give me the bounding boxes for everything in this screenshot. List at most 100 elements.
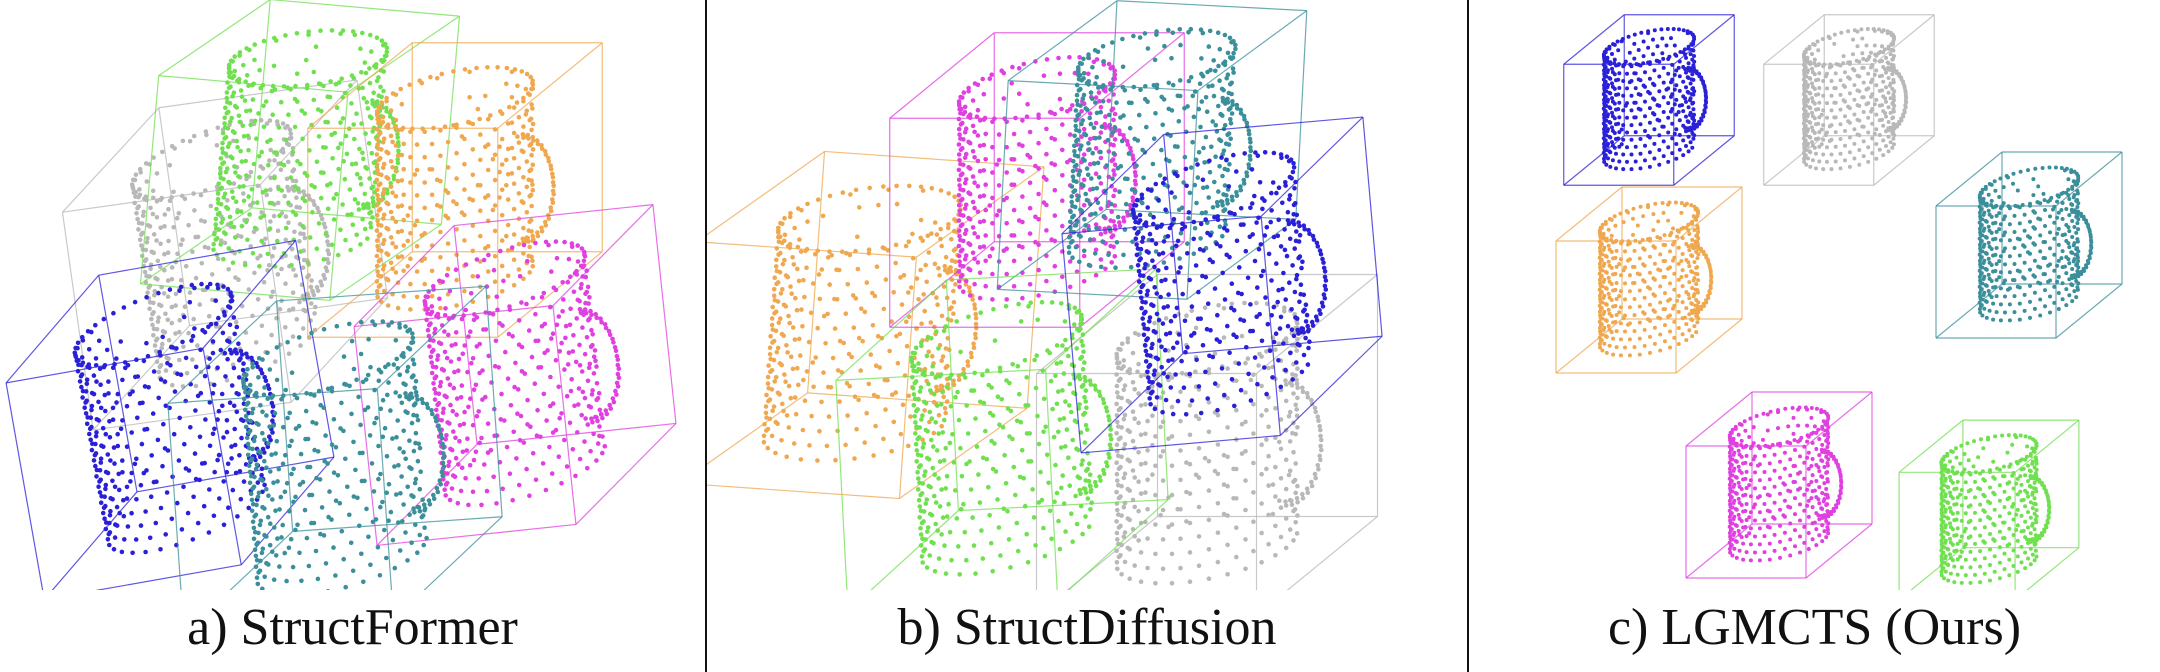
point	[380, 241, 386, 247]
point	[526, 253, 531, 259]
point	[788, 284, 793, 289]
point	[213, 298, 218, 303]
point	[600, 450, 605, 456]
point	[391, 177, 397, 182]
point	[588, 448, 593, 454]
point	[950, 432, 955, 437]
point	[485, 117, 491, 122]
point	[898, 431, 904, 437]
point	[1121, 387, 1127, 393]
point	[247, 212, 252, 217]
point	[252, 57, 257, 63]
point	[568, 306, 573, 312]
point	[365, 106, 371, 111]
point	[243, 79, 248, 84]
point	[975, 209, 981, 214]
point	[369, 49, 374, 54]
point	[375, 142, 380, 147]
point	[1217, 78, 1222, 83]
point	[1270, 482, 1276, 487]
point	[1248, 148, 1254, 154]
point	[376, 273, 381, 278]
bounding-box-edge	[1079, 32, 1185, 119]
point	[289, 370, 295, 376]
point	[460, 351, 466, 357]
point	[1132, 136, 1137, 142]
point	[997, 422, 1002, 428]
point	[278, 99, 284, 105]
point	[434, 177, 440, 183]
point	[1016, 218, 1022, 223]
point	[1098, 478, 1103, 483]
point	[916, 435, 922, 440]
point	[483, 195, 488, 200]
point	[409, 420, 415, 426]
point	[447, 288, 453, 294]
point	[195, 343, 200, 348]
point	[774, 246, 780, 251]
point	[1224, 75, 1229, 81]
point	[300, 224, 306, 229]
point	[843, 442, 848, 448]
point	[230, 487, 236, 493]
point	[259, 466, 265, 472]
point	[1170, 82, 1176, 88]
point	[124, 444, 130, 450]
point	[1225, 513, 1230, 518]
point	[89, 447, 95, 453]
point	[1278, 417, 1284, 422]
point	[143, 509, 148, 514]
point	[530, 162, 536, 168]
point	[433, 415, 438, 420]
point	[1036, 500, 1042, 505]
point	[241, 479, 247, 484]
bounding-box-edge	[552, 204, 654, 307]
point	[922, 547, 928, 552]
point	[437, 383, 443, 389]
point	[329, 132, 335, 138]
point	[543, 152, 549, 157]
point	[186, 222, 191, 228]
point	[516, 191, 522, 196]
point	[1208, 67, 1213, 73]
point	[369, 150, 375, 156]
point	[443, 493, 449, 498]
bounding-box-edge	[376, 523, 577, 546]
point	[270, 83, 276, 89]
point	[958, 187, 963, 192]
point	[553, 358, 559, 363]
bounding-box-edge	[290, 297, 388, 403]
point	[1112, 172, 1117, 177]
point	[793, 295, 798, 301]
point	[873, 423, 878, 429]
point	[1215, 203, 1220, 209]
point	[1060, 343, 1065, 348]
point	[543, 239, 549, 245]
point	[414, 167, 420, 173]
point	[1067, 234, 1072, 240]
point	[1294, 377, 1299, 383]
point	[542, 148, 548, 154]
point	[144, 179, 150, 184]
point	[228, 299, 234, 304]
point	[613, 388, 618, 394]
point	[292, 96, 298, 102]
point	[916, 476, 921, 481]
point	[267, 424, 272, 430]
point	[215, 365, 220, 371]
point	[477, 116, 482, 122]
point	[441, 477, 446, 482]
point	[429, 141, 435, 147]
point	[288, 175, 294, 180]
point	[220, 146, 225, 151]
point	[1114, 560, 1120, 565]
point	[413, 401, 418, 406]
point	[365, 236, 370, 241]
point	[505, 172, 511, 177]
point	[948, 269, 954, 274]
point	[940, 430, 946, 435]
point	[1080, 118, 1085, 123]
point	[775, 390, 781, 396]
point	[423, 294, 429, 299]
point	[1222, 166, 1228, 172]
